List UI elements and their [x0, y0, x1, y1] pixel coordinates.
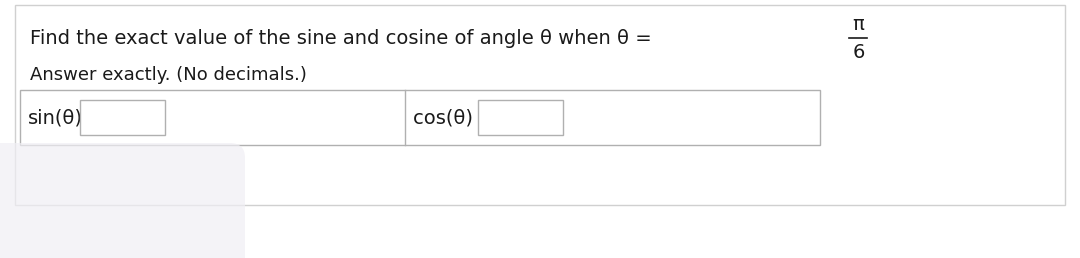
- Text: Answer exactly. (No decimals.): Answer exactly. (No decimals.): [30, 66, 307, 84]
- FancyBboxPatch shape: [15, 5, 1065, 205]
- Text: 6: 6: [852, 43, 864, 61]
- Text: Find the exact value of the sine and cosine of angle θ when θ =: Find the exact value of the sine and cos…: [30, 28, 658, 47]
- FancyBboxPatch shape: [80, 100, 165, 135]
- FancyBboxPatch shape: [0, 143, 245, 258]
- Text: cos(θ) =: cos(θ) =: [413, 108, 496, 127]
- FancyBboxPatch shape: [478, 100, 563, 135]
- FancyBboxPatch shape: [21, 90, 820, 145]
- Text: sin(θ)=: sin(θ)=: [28, 108, 99, 127]
- Text: π: π: [852, 15, 864, 35]
